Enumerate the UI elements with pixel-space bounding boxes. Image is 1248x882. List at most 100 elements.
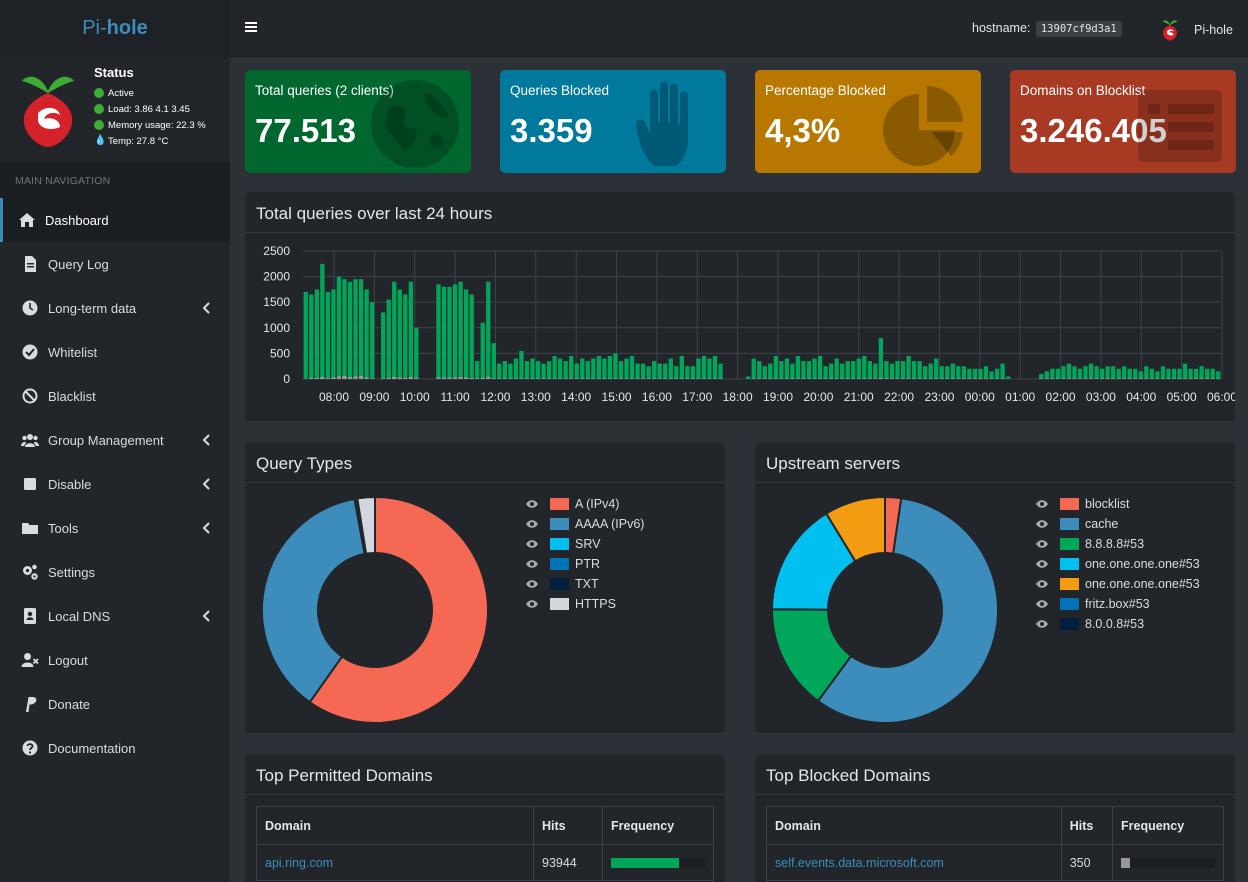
donut-slice[interactable] bbox=[261, 497, 366, 704]
chart-bar bbox=[1199, 366, 1204, 379]
legend-item[interactable]: PTR bbox=[525, 554, 644, 574]
sidebar-item-group-management[interactable]: Group Management bbox=[0, 418, 230, 462]
column-header-frequency[interactable]: Frequency bbox=[1112, 806, 1224, 845]
legend-item[interactable]: A (IPv4) bbox=[525, 494, 644, 514]
column-header-hits[interactable]: Hits bbox=[1060, 806, 1114, 845]
legend-item[interactable]: 8.0.0.8#53 bbox=[1035, 614, 1200, 634]
chart-bar bbox=[812, 378, 817, 379]
file-icon bbox=[21, 255, 39, 273]
sidebar-item-tools[interactable]: Tools bbox=[0, 506, 230, 550]
query-types-donut[interactable] bbox=[255, 490, 495, 730]
chart-bar bbox=[945, 366, 950, 379]
chart-bar bbox=[851, 361, 856, 379]
chart-bar bbox=[563, 378, 568, 379]
sidebar-item-whitelist[interactable]: Whitelist bbox=[0, 330, 230, 374]
sidebar-item-blacklist[interactable]: Blacklist bbox=[0, 374, 230, 418]
legend-item[interactable]: one.one.one.one#53 bbox=[1035, 554, 1200, 574]
column-header-hits[interactable]: Hits bbox=[533, 806, 603, 845]
donut-slice[interactable] bbox=[356, 495, 376, 555]
chart-bar bbox=[1127, 378, 1132, 379]
chart-bar bbox=[1210, 378, 1215, 379]
legend-item[interactable]: HTTPS bbox=[525, 594, 644, 614]
sidebar-item-query-log[interactable]: Query Log bbox=[0, 242, 230, 286]
chart-bar bbox=[513, 358, 519, 379]
chart-bar bbox=[624, 378, 629, 379]
legend-item[interactable]: one.one.one.one#53 bbox=[1035, 574, 1200, 594]
status-load: Load: 3.86 4.1 3.45 bbox=[94, 101, 206, 117]
x-tick-label: 05:00 bbox=[1167, 390, 1197, 404]
eye-icon[interactable] bbox=[525, 579, 539, 589]
chart-bar bbox=[314, 289, 319, 379]
chart-bar bbox=[1061, 378, 1066, 379]
sidebar-item-documentation[interactable]: Documentation bbox=[0, 726, 230, 770]
eye-icon[interactable] bbox=[1035, 579, 1049, 589]
legend-item[interactable]: fritz.box#53 bbox=[1035, 594, 1200, 614]
donut-slice[interactable] bbox=[824, 495, 886, 563]
eye-icon[interactable] bbox=[525, 559, 539, 569]
eye-icon[interactable] bbox=[525, 539, 539, 549]
column-header-domain[interactable]: Domain bbox=[256, 806, 534, 845]
chart-bar bbox=[674, 366, 679, 379]
sidebar-item-settings[interactable]: Settings bbox=[0, 550, 230, 594]
legend-swatch bbox=[550, 498, 569, 510]
chart-bar bbox=[458, 376, 463, 379]
chart-bar bbox=[342, 375, 347, 379]
user-menu[interactable]: Pi-hole bbox=[1160, 17, 1233, 43]
sidebar-item-dashboard[interactable]: Dashboard bbox=[0, 198, 230, 242]
legend-swatch bbox=[550, 538, 569, 550]
status-temp-text: Temp: 27.8 °C bbox=[108, 135, 169, 147]
column-header-domain[interactable]: Domain bbox=[766, 806, 1062, 845]
app-logo[interactable]: Pi-hole bbox=[0, 0, 230, 57]
sidebar-item-disable[interactable]: Disable bbox=[0, 462, 230, 506]
column-header-frequency[interactable]: Frequency bbox=[602, 806, 714, 845]
donut-slice[interactable] bbox=[816, 497, 999, 724]
eye-icon[interactable] bbox=[1035, 539, 1049, 549]
chevron-left-icon bbox=[202, 302, 210, 314]
menu-toggle-icon[interactable] bbox=[244, 20, 258, 34]
domain-link[interactable]: self.events.data.microsoft.com bbox=[775, 855, 944, 870]
chart-bar bbox=[1055, 368, 1061, 379]
chart-bar bbox=[828, 363, 834, 379]
chart-bar bbox=[591, 378, 596, 379]
legend-item[interactable]: AAAA (IPv6) bbox=[525, 514, 644, 534]
legend-item[interactable]: 8.8.8.8#53 bbox=[1035, 534, 1200, 554]
chart-bar bbox=[934, 378, 939, 379]
legend-item[interactable]: blocklist bbox=[1035, 494, 1200, 514]
eye-icon[interactable] bbox=[1035, 519, 1049, 529]
eye-icon[interactable] bbox=[1035, 499, 1049, 509]
donut-slice[interactable] bbox=[308, 495, 489, 724]
eye-icon[interactable] bbox=[1035, 619, 1049, 629]
chart-bar bbox=[762, 378, 767, 379]
sidebar-item-donate[interactable]: Donate bbox=[0, 682, 230, 726]
chart-bar bbox=[640, 378, 646, 379]
sidebar-item-label: Disable bbox=[48, 476, 92, 492]
domain-link[interactable]: api.ring.com bbox=[265, 855, 334, 870]
chart-bar bbox=[530, 358, 535, 379]
chart-bar bbox=[1127, 368, 1132, 379]
sidebar-item-logout[interactable]: Logout bbox=[0, 638, 230, 682]
queries-bar-chart[interactable]: 0 500 1000 1500 2000 2500 08:00 09:00 10:00 11:00… bbox=[245, 233, 1235, 421]
top-permitted-table: Domain Hits Frequency api.ring.com 93944 bbox=[256, 806, 714, 881]
x-tick-label: 10:00 bbox=[400, 390, 430, 404]
eye-icon[interactable] bbox=[525, 599, 539, 609]
eye-icon[interactable] bbox=[525, 499, 539, 509]
eye-icon[interactable] bbox=[1035, 599, 1049, 609]
chart-bar bbox=[873, 378, 878, 379]
sidebar-item-local-dns[interactable]: Local DNS bbox=[0, 594, 230, 638]
globe-icon bbox=[371, 80, 459, 168]
legend-item[interactable]: cache bbox=[1035, 514, 1200, 534]
chart-bar bbox=[663, 363, 668, 379]
sidebar-item-long-term-data[interactable]: Long-term data bbox=[0, 286, 230, 330]
chart-bar bbox=[840, 363, 845, 379]
eye-icon[interactable] bbox=[525, 519, 539, 529]
chart-bar bbox=[690, 366, 696, 379]
chart-bar bbox=[1105, 378, 1110, 379]
chart-bar bbox=[624, 358, 629, 379]
upstream-servers-donut[interactable] bbox=[765, 490, 1005, 730]
chart-bar bbox=[1199, 378, 1204, 379]
chart-bar bbox=[895, 361, 900, 379]
legend-item[interactable]: TXT bbox=[525, 574, 644, 594]
legend-item[interactable]: SRV bbox=[525, 534, 644, 554]
sidebar-item-label: Group Management bbox=[48, 432, 164, 448]
eye-icon[interactable] bbox=[1035, 559, 1049, 569]
